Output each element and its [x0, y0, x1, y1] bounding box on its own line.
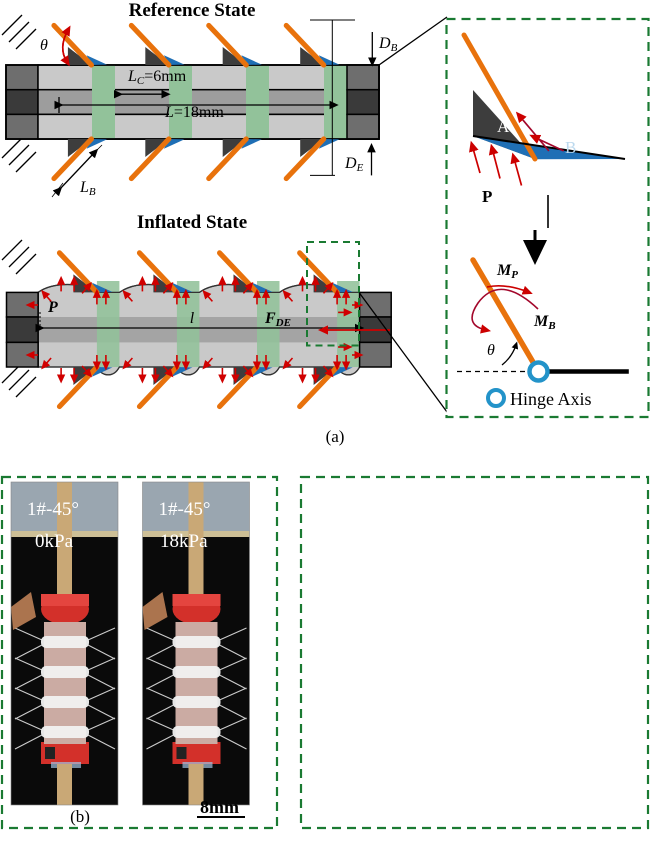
svg-text:A: A	[497, 117, 510, 136]
svg-text:(b): (b)	[70, 807, 90, 826]
svg-text:P: P	[482, 187, 492, 206]
svg-text:DE: DE	[344, 155, 364, 174]
svg-text:LB: LB	[79, 179, 96, 198]
svg-text:1#-45°: 1#-45°	[27, 499, 79, 520]
svg-text:DB: DB	[378, 35, 398, 54]
svg-text:Reference State: Reference State	[129, 0, 256, 21]
svg-text:P: P	[47, 299, 58, 316]
svg-text:Hinge Axis: Hinge Axis	[510, 389, 592, 409]
svg-text:18kPa: 18kPa	[160, 531, 208, 552]
svg-text:l: l	[190, 310, 195, 327]
svg-text:L=18mm: L=18mm	[164, 104, 224, 121]
svg-text:0kPa: 0kPa	[35, 531, 74, 552]
svg-text:8mm: 8mm	[200, 797, 239, 817]
svg-text:LC=6mm: LC=6mm	[127, 68, 187, 87]
svg-text:B: B	[565, 138, 576, 157]
svg-text:θ: θ	[487, 342, 495, 359]
svg-text:Inflated State: Inflated State	[137, 212, 247, 233]
svg-text:(a): (a)	[326, 427, 345, 446]
svg-text:θ: θ	[40, 37, 48, 54]
svg-text:1#-45°: 1#-45°	[159, 499, 211, 520]
